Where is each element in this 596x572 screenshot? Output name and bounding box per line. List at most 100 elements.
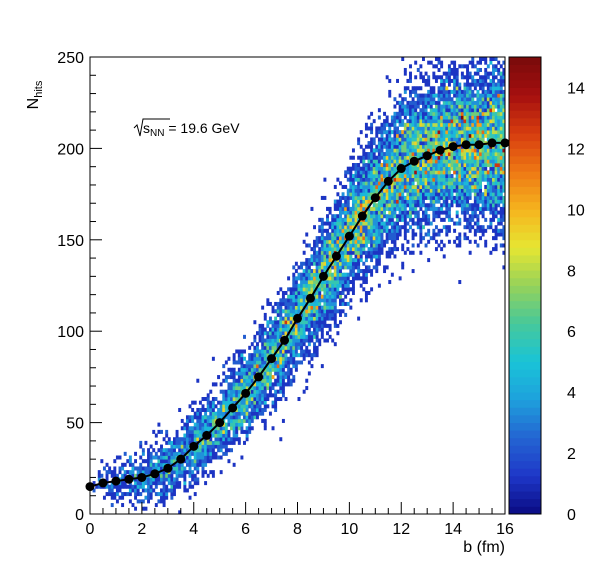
heatmap-cell [409, 173, 412, 178]
heatmap-cell [406, 111, 410, 116]
heatmap-cell [437, 210, 441, 215]
heatmap-cell [445, 225, 449, 230]
heatmap-cell [377, 217, 381, 222]
heatmap-cell [266, 397, 270, 402]
heatmap-cell [380, 166, 384, 171]
heatmap-cell [341, 309, 345, 314]
heatmap-cell [139, 470, 143, 475]
heatmap-cell [492, 195, 495, 200]
heatmap-cell [167, 448, 171, 453]
heatmap-cell [442, 254, 446, 259]
heatmap-cell [281, 375, 285, 380]
heatmap-cell [294, 345, 298, 350]
heatmap-cell [486, 188, 490, 193]
heatmap-cell [261, 418, 265, 423]
heatmap-cell [341, 192, 345, 197]
heatmap-cell [432, 86, 436, 91]
heatmap-cell [481, 203, 485, 208]
profile-point [176, 454, 186, 464]
heatmap-cell [471, 184, 475, 189]
heatmap-cell [393, 225, 397, 230]
heatmap-cell [193, 481, 197, 486]
heatmap-cell [489, 181, 493, 186]
heatmap-cell [429, 144, 433, 149]
x-tick-label: 6 [241, 521, 250, 538]
heatmap-cell [414, 86, 418, 91]
heatmap-cell [445, 108, 449, 113]
heatmap-cell [323, 269, 327, 274]
heatmap-cell [370, 287, 374, 292]
heatmap-cell [346, 280, 350, 285]
heatmap-cell [471, 89, 475, 94]
heatmap-cell [489, 71, 493, 76]
heatmap-cell [235, 371, 239, 376]
heatmap-cell [331, 298, 335, 303]
heatmap-cell [489, 170, 493, 175]
heatmap-cell [349, 265, 353, 270]
heatmap-cell [191, 429, 195, 434]
heatmap-cell [406, 199, 410, 204]
heatmap-cell [232, 462, 236, 467]
heatmap-cell [201, 473, 205, 478]
heatmap-cell [339, 236, 342, 241]
heatmap-cell [336, 236, 340, 241]
heatmap-cell [393, 232, 397, 237]
heatmap-cell [463, 210, 467, 215]
heatmap-cell [442, 192, 446, 197]
heatmap-cell [427, 177, 431, 182]
heatmap-cell [416, 137, 420, 142]
heatmap-cell [333, 276, 337, 281]
heatmap-cell [326, 280, 329, 285]
heatmap-cell [375, 155, 379, 160]
heatmap-cell [320, 364, 324, 369]
heatmap-cell [364, 133, 368, 138]
heatmap-cell [494, 130, 498, 135]
heatmap-cell [289, 316, 293, 321]
heatmap-cell [385, 130, 389, 135]
heatmap-cell [437, 100, 441, 105]
heatmap-cell [406, 203, 410, 208]
heatmap-cell [357, 269, 361, 274]
heatmap-cell [302, 353, 306, 358]
heatmap-cell [281, 389, 285, 394]
heatmap-cell [388, 159, 392, 164]
heatmap-cell [466, 188, 470, 193]
heatmap-cell [310, 290, 314, 295]
heatmap-cell [224, 433, 228, 438]
heatmap-cell [180, 462, 184, 467]
heatmap-cell [307, 316, 311, 321]
heatmap-cell [357, 261, 361, 266]
heatmap-cell [390, 225, 394, 230]
heatmap-cell [230, 367, 233, 372]
heatmap-cell [180, 466, 184, 471]
heatmap-cell [450, 137, 454, 142]
heatmap-cell [154, 481, 158, 486]
heatmap-cell [219, 437, 223, 442]
heatmap-cell [437, 192, 441, 197]
heatmap-cell [476, 111, 480, 116]
heatmap-cell [380, 247, 384, 252]
heatmap-cell [492, 82, 495, 87]
heatmap-cell [476, 203, 480, 208]
heatmap-cell [183, 426, 187, 431]
heatmap-cell [206, 440, 210, 445]
heatmap-cell [359, 239, 363, 244]
heatmap-cell [284, 356, 288, 361]
heatmap-cell [375, 203, 379, 208]
heatmap-cell [377, 108, 381, 113]
heatmap-cell [97, 470, 101, 475]
heatmap-cell [375, 236, 379, 241]
heatmap-cell [383, 137, 387, 142]
heatmap-cell [403, 250, 407, 255]
heatmap-cell [494, 181, 498, 186]
heatmap-cell [499, 173, 503, 178]
heatmap-cell [406, 192, 410, 197]
heatmap-cell [396, 203, 399, 208]
heatmap-cell [445, 155, 449, 160]
heatmap-cell [427, 130, 431, 135]
heatmap-cell [230, 411, 233, 416]
heatmap-cell [440, 177, 444, 182]
heatmap-cell [468, 86, 472, 91]
heatmap-cell [160, 492, 163, 497]
heatmap-cell [463, 184, 467, 189]
